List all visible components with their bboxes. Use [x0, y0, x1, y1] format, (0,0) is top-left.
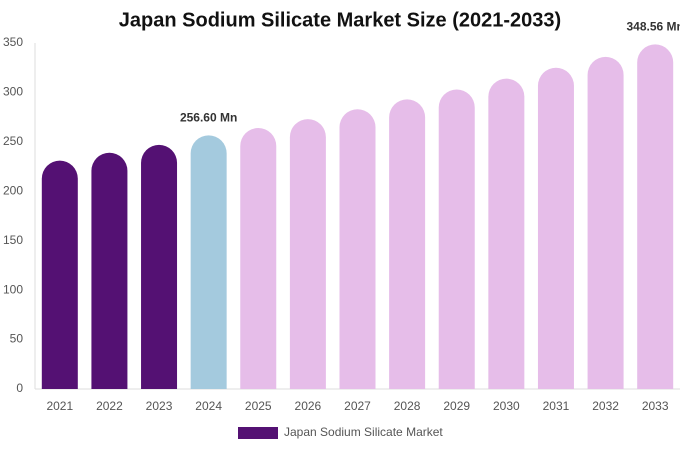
x-tick-label: 2032: [592, 399, 619, 413]
x-tick-label: 2021: [46, 399, 73, 413]
bar: [339, 109, 376, 390]
y-tick-label: 200: [3, 183, 23, 197]
y-tick-label: 50: [10, 332, 24, 346]
bar: [488, 78, 525, 389]
x-tick-label: 2028: [394, 399, 421, 413]
x-tick-label: 2025: [245, 399, 272, 413]
x-tick-label: 2022: [96, 399, 123, 413]
bar: [537, 67, 574, 389]
bar: [240, 128, 277, 389]
bar: [141, 144, 178, 389]
legend-label: Japan Sodium Silicate Market: [284, 425, 443, 439]
value-label: 348.56 Mn: [627, 20, 680, 34]
x-tick-label: 2023: [146, 399, 173, 413]
bar: [389, 99, 426, 389]
x-tick-label: 2030: [493, 399, 520, 413]
y-tick-label: 100: [3, 282, 23, 296]
x-tick-label: 2027: [344, 399, 371, 413]
legend-swatch: [238, 427, 278, 439]
y-tick-label: 150: [3, 233, 23, 247]
bar: [637, 44, 674, 389]
bar: [41, 160, 78, 389]
bar: [190, 135, 227, 389]
y-tick-label: 350: [3, 35, 23, 49]
bar: [91, 152, 128, 389]
value-label: 256.60 Mn: [180, 111, 237, 125]
bar: [438, 89, 475, 389]
y-tick-label: 300: [3, 85, 23, 99]
bar: [289, 119, 326, 389]
y-tick-label: 250: [3, 134, 23, 148]
bar: [587, 56, 624, 390]
x-tick-label: 2033: [642, 399, 669, 413]
x-tick-label: 2024: [195, 399, 222, 413]
x-tick-label: 2029: [443, 399, 470, 413]
x-tick-label: 2031: [543, 399, 570, 413]
x-tick-label: 2026: [295, 399, 322, 413]
chart-title: Japan Sodium Silicate Market Size (2021-…: [119, 9, 561, 31]
y-tick-label: 0: [16, 381, 23, 395]
